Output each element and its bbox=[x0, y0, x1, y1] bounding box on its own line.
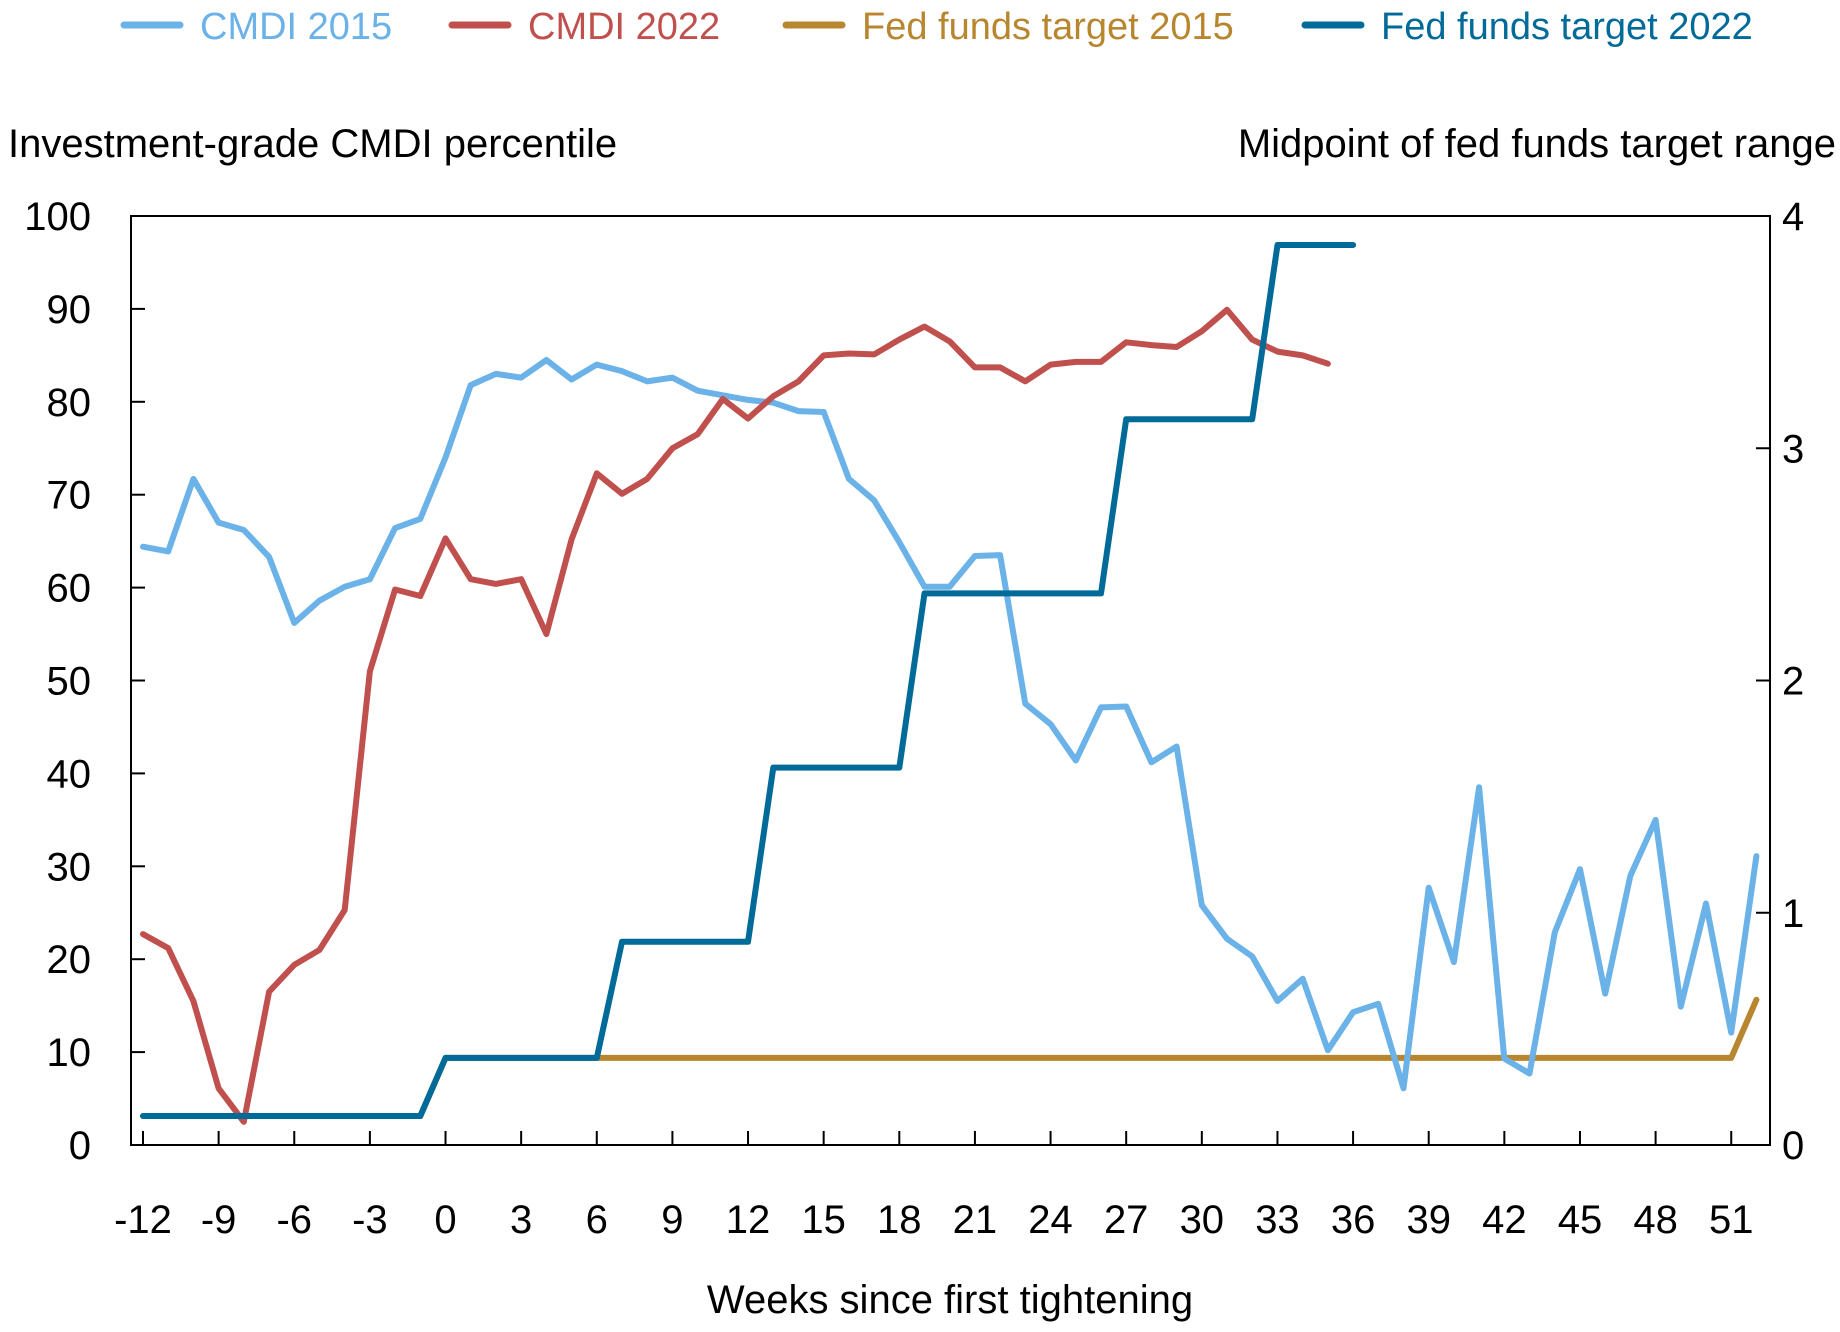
legend-item: Fed funds target 2022 bbox=[1301, 6, 1753, 48]
x-tick-label: 12 bbox=[726, 1198, 771, 1242]
legend: CMDI 2015 CMDI 2022 Fed funds target 2015 F… bbox=[120, 6, 1753, 48]
left-axis-title: Investment-grade CMDI percentile bbox=[8, 122, 617, 166]
x-tick-label: -3 bbox=[352, 1198, 388, 1242]
x-tick-label: 3 bbox=[510, 1198, 532, 1242]
x-tick-label: 6 bbox=[586, 1198, 608, 1242]
series-line-cmdi-2015 bbox=[140, 357, 1760, 1092]
legend-label: CMDI 2015 bbox=[200, 6, 392, 48]
y-left-tick-label: 0 bbox=[69, 1124, 91, 1168]
series-line-fed-funds-target-2015 bbox=[140, 996, 1760, 1119]
x-tick-label: 51 bbox=[1709, 1198, 1754, 1242]
x-tick-label: 45 bbox=[1558, 1198, 1603, 1242]
x-tick-label: 18 bbox=[877, 1198, 922, 1242]
y-right-tick-label: 2 bbox=[1782, 660, 1804, 704]
x-tick-label: 48 bbox=[1633, 1198, 1678, 1242]
x-tick-label: -9 bbox=[201, 1198, 237, 1242]
y-left-tick-label: 50 bbox=[47, 660, 92, 704]
y-left-tick-label: 100 bbox=[24, 195, 91, 239]
legend-item: CMDI 2022 bbox=[448, 6, 720, 48]
y-left-tick-label: 90 bbox=[47, 288, 92, 332]
x-tick-label: 39 bbox=[1406, 1198, 1451, 1242]
x-tick-label: 9 bbox=[661, 1198, 683, 1242]
x-tick-label: 0 bbox=[434, 1198, 456, 1242]
y-left-tick-label: 60 bbox=[47, 567, 92, 611]
plot-frame bbox=[130, 215, 1771, 1146]
y-right-tick-label: 3 bbox=[1782, 427, 1804, 471]
x-tick-label: 30 bbox=[1180, 1198, 1225, 1242]
x-tick-label: -6 bbox=[276, 1198, 312, 1242]
x-tick-label: 24 bbox=[1028, 1198, 1073, 1242]
x-tick-label: -12 bbox=[114, 1198, 172, 1242]
series-line-fed-funds-target-2022 bbox=[140, 242, 1357, 1119]
legend-label: Fed funds target 2022 bbox=[1381, 6, 1753, 48]
series-lines bbox=[140, 242, 1760, 1125]
y-left-tick-label: 70 bbox=[47, 474, 92, 518]
right-axis-title: Midpoint of fed funds target range bbox=[1238, 122, 1836, 166]
series-line-cmdi-2022 bbox=[140, 306, 1331, 1125]
y-left-tick-label: 40 bbox=[47, 752, 92, 796]
legend-item: Fed funds target 2015 bbox=[782, 6, 1234, 48]
x-tick-label: 21 bbox=[953, 1198, 998, 1242]
y-left-tick-label: 20 bbox=[47, 938, 92, 982]
y-left-tick-label: 30 bbox=[47, 845, 92, 889]
legend-item: CMDI 2015 bbox=[120, 6, 392, 48]
x-tick-label: 36 bbox=[1331, 1198, 1376, 1242]
y-left-tick-label: 10 bbox=[47, 1031, 92, 1075]
y-right-tick-label: 0 bbox=[1782, 1124, 1804, 1168]
x-tick-label: 33 bbox=[1255, 1198, 1300, 1242]
y-right-tick-label: 4 bbox=[1782, 195, 1804, 239]
x-axis-title: Weeks since first tightening bbox=[707, 1278, 1193, 1322]
legend-label: Fed funds target 2015 bbox=[862, 6, 1234, 48]
legend-label: CMDI 2022 bbox=[528, 6, 720, 48]
x-tick-label: 27 bbox=[1104, 1198, 1149, 1242]
y-left-tick-label: 80 bbox=[47, 381, 92, 425]
y-right-tick-label: 1 bbox=[1782, 892, 1804, 936]
x-tick-label: 42 bbox=[1482, 1198, 1527, 1242]
x-tick-label: 15 bbox=[801, 1198, 846, 1242]
